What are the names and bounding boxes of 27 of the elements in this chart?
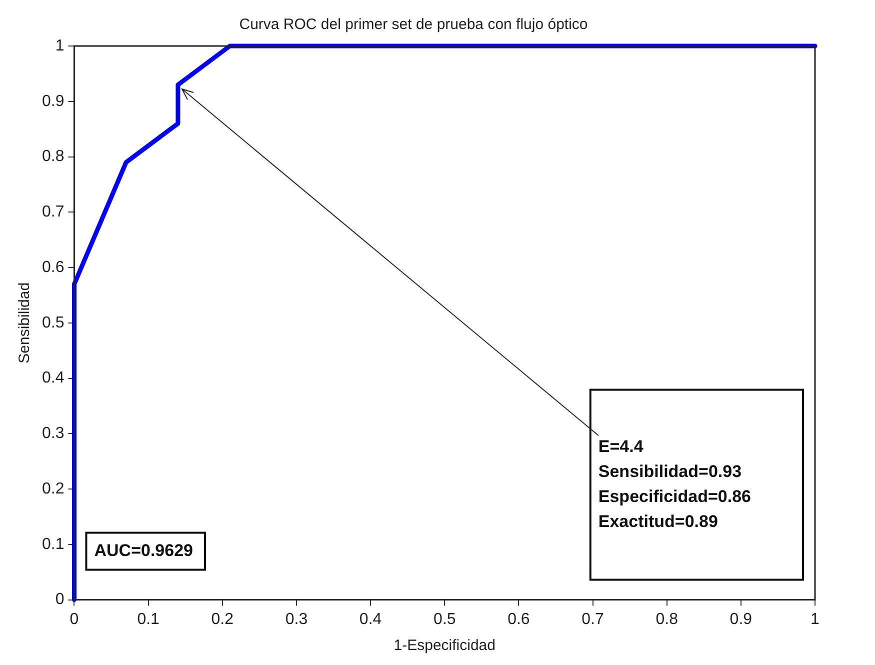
x-tick-label: 0.9	[730, 610, 752, 628]
chart-title: Curva ROC del primer set de prueba con flujo óptico	[239, 16, 588, 34]
y-tick-label: 0.2	[42, 480, 64, 498]
y-tick-label: 0.5	[42, 314, 64, 332]
x-tick-label: 0.6	[508, 610, 530, 628]
y-tick-label: 0	[55, 591, 64, 608]
y-tick-label: 0.4	[42, 370, 64, 387]
y-tick-label: 1	[55, 37, 64, 54]
x-axis-title: 1-Especificidad	[394, 637, 496, 654]
x-tick-label: 0.1	[137, 610, 160, 628]
x-tick-label: 0.4	[359, 610, 382, 628]
x-tick-label: 0.8	[656, 610, 678, 628]
y-tick-label: 0.3	[42, 425, 64, 442]
x-tick-label: 0	[70, 610, 79, 628]
y-tick-label: 0.9	[42, 92, 64, 110]
x-tick-label: 1	[810, 610, 820, 628]
y-tick-label: 0.1	[42, 536, 64, 553]
annotation: AUC=0.9629	[94, 540, 194, 560]
x-tick-label: 0.2	[211, 610, 234, 628]
y-axis-title: Sensibilidad	[16, 282, 34, 364]
y-tick-label: 0.7	[42, 204, 64, 221]
x-tick-label: 0.7	[582, 610, 604, 628]
x-tick-label: 0.5	[433, 610, 456, 628]
x-tick-label: 0.3	[285, 610, 308, 628]
y-tick-label: 0.8	[42, 148, 64, 166]
annotation: E=4.4 Sensibilidad=0.93 Especificidad=0.86 Exactitud=0.89	[598, 436, 752, 531]
y-tick-label: 0.6	[42, 258, 64, 276]
